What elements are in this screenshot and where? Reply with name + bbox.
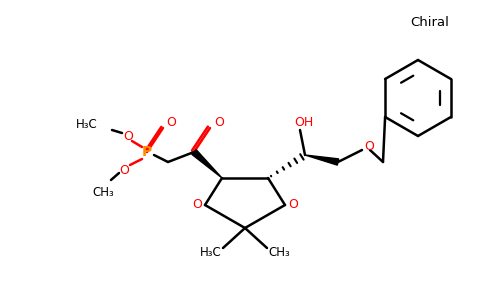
Text: OH: OH	[294, 116, 314, 128]
Text: O: O	[192, 199, 202, 212]
Text: O: O	[364, 140, 374, 152]
Text: O: O	[288, 199, 298, 212]
Text: P: P	[142, 145, 152, 159]
Text: O: O	[214, 116, 224, 128]
Text: O: O	[123, 130, 133, 143]
Text: CH₃: CH₃	[92, 187, 114, 200]
Text: H₃C: H₃C	[76, 118, 98, 131]
Text: O: O	[119, 164, 129, 176]
Polygon shape	[305, 155, 339, 165]
Text: H₃C: H₃C	[200, 245, 222, 259]
Text: Chiral: Chiral	[410, 16, 450, 28]
Text: CH₃: CH₃	[268, 245, 290, 259]
Text: O: O	[166, 116, 176, 130]
Polygon shape	[192, 150, 222, 178]
